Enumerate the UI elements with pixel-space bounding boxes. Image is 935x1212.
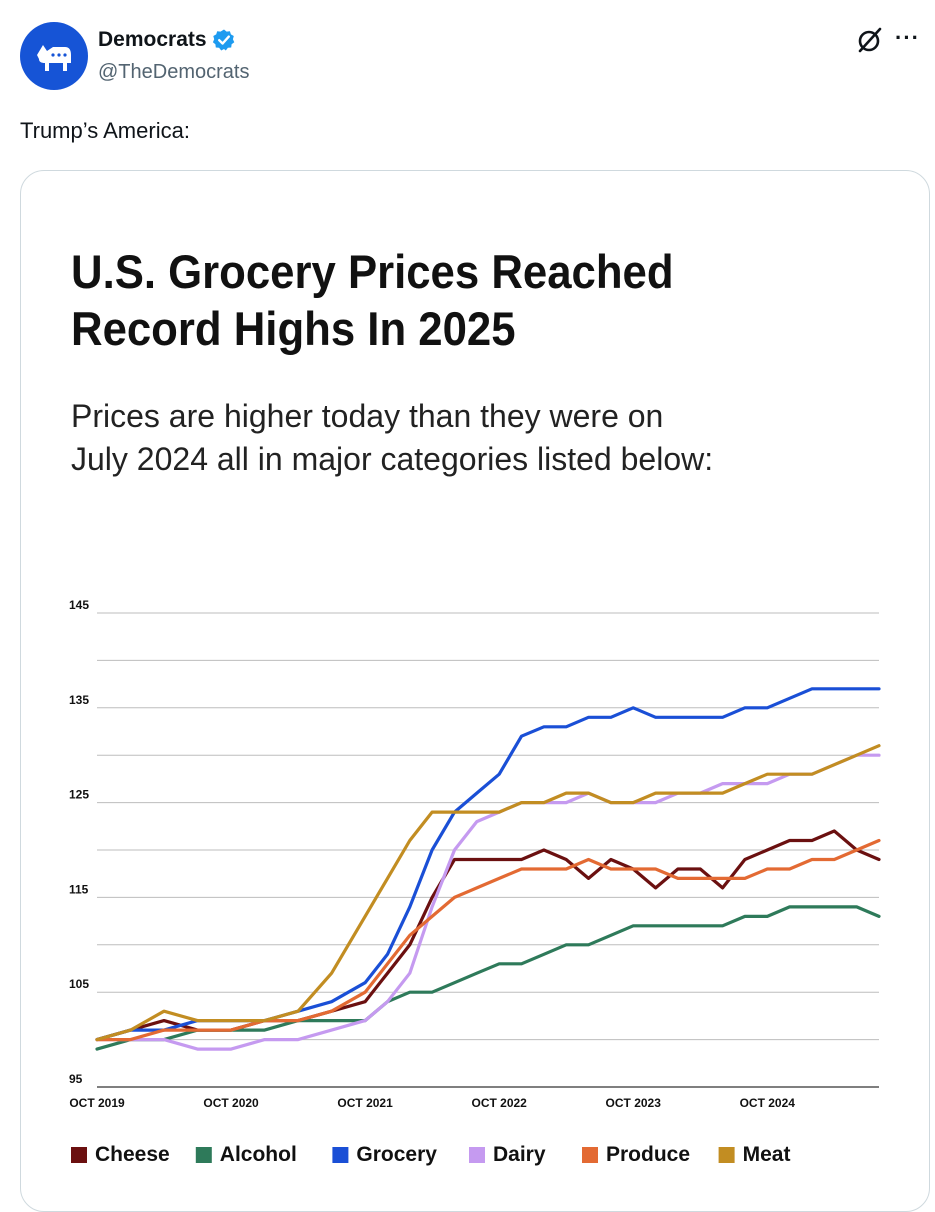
chart-title: U.S. Grocery Prices Reached Record Highs… xyxy=(71,243,834,357)
legend-swatch-grocery xyxy=(332,1147,349,1163)
series-line-grocery xyxy=(95,687,881,1042)
chart-subtitle: Prices are higher today than they were o… xyxy=(71,395,911,481)
x-tick-label: OCT 2021 xyxy=(337,1096,393,1110)
y-tick-label: 145 xyxy=(69,598,89,612)
legend-label-grocery: Grocery xyxy=(356,1143,437,1166)
chart-legend: Cheese Alcohol Grocery Dairy Produce Meat xyxy=(71,1143,790,1166)
more-options-icon[interactable]: ··· xyxy=(895,25,920,50)
series-line-meat xyxy=(95,744,881,1042)
legend-label-produce: Produce xyxy=(606,1143,690,1166)
series-line-dairy xyxy=(95,753,881,1051)
y-tick-label: 105 xyxy=(69,977,89,991)
x-tick-label: OCT 2020 xyxy=(203,1096,259,1110)
legend-label-alcohol: Alcohol xyxy=(220,1143,297,1166)
chart-title-line: U.S. Grocery Prices Reached xyxy=(71,245,674,298)
series-line-alcohol xyxy=(95,905,881,1051)
x-tick-label: OCT 2019 xyxy=(69,1096,125,1110)
media-card[interactable]: U.S. Grocery Prices Reached Record Highs… xyxy=(20,170,930,1212)
avatar[interactable] xyxy=(20,22,88,90)
x-tick-label: OCT 2022 xyxy=(471,1096,527,1110)
y-tick-label: 135 xyxy=(69,693,89,707)
series-line-cheese xyxy=(95,829,881,1042)
legend-label-meat: Meat xyxy=(743,1143,791,1166)
chart-title-line: Record Highs In 2025 xyxy=(71,302,516,355)
chart-series xyxy=(95,687,881,1051)
tweet-header: Democrats @TheDemocrats ··· xyxy=(0,0,935,110)
x-tick-label: OCT 2024 xyxy=(740,1096,796,1110)
legend-swatch-produce xyxy=(582,1147,598,1163)
y-tick-label: 115 xyxy=(69,882,89,896)
legend-swatch-cheese xyxy=(71,1147,87,1163)
x-tick-label: OCT 2023 xyxy=(606,1096,662,1110)
y-tick-label: 125 xyxy=(69,788,89,802)
chart-subtitle-line: Prices are higher today than they were o… xyxy=(71,398,664,434)
y-tick-label: 95 xyxy=(69,1072,83,1086)
legend-swatch-meat xyxy=(718,1147,735,1163)
tweet-text: Trump’s America: xyxy=(20,118,190,143)
legend-swatch-dairy xyxy=(469,1147,485,1163)
chart-gridlines xyxy=(97,612,879,1088)
author-name[interactable]: Democrats xyxy=(98,28,207,51)
verified-badge-icon xyxy=(212,29,234,51)
donkey-icon xyxy=(37,45,71,71)
series-line-produce xyxy=(95,838,881,1042)
legend-label-cheese: Cheese xyxy=(95,1143,170,1166)
chart-subtitle-line: July 2024 all in major categories listed… xyxy=(71,441,714,477)
x-axis-ticks: OCT 2019 OCT 2020 OCT 2021 OCT 2022 OCT 2023… xyxy=(69,1096,795,1110)
author-row: Democrats xyxy=(98,28,236,52)
author-handle[interactable]: @TheDemocrats xyxy=(98,61,250,83)
y-axis-ticks: 145 135 125 115 105 95 xyxy=(69,598,89,1086)
legend-label-dairy: Dairy xyxy=(493,1143,546,1166)
grok-icon[interactable] xyxy=(856,26,884,54)
legend-swatch-alcohol xyxy=(195,1147,212,1163)
